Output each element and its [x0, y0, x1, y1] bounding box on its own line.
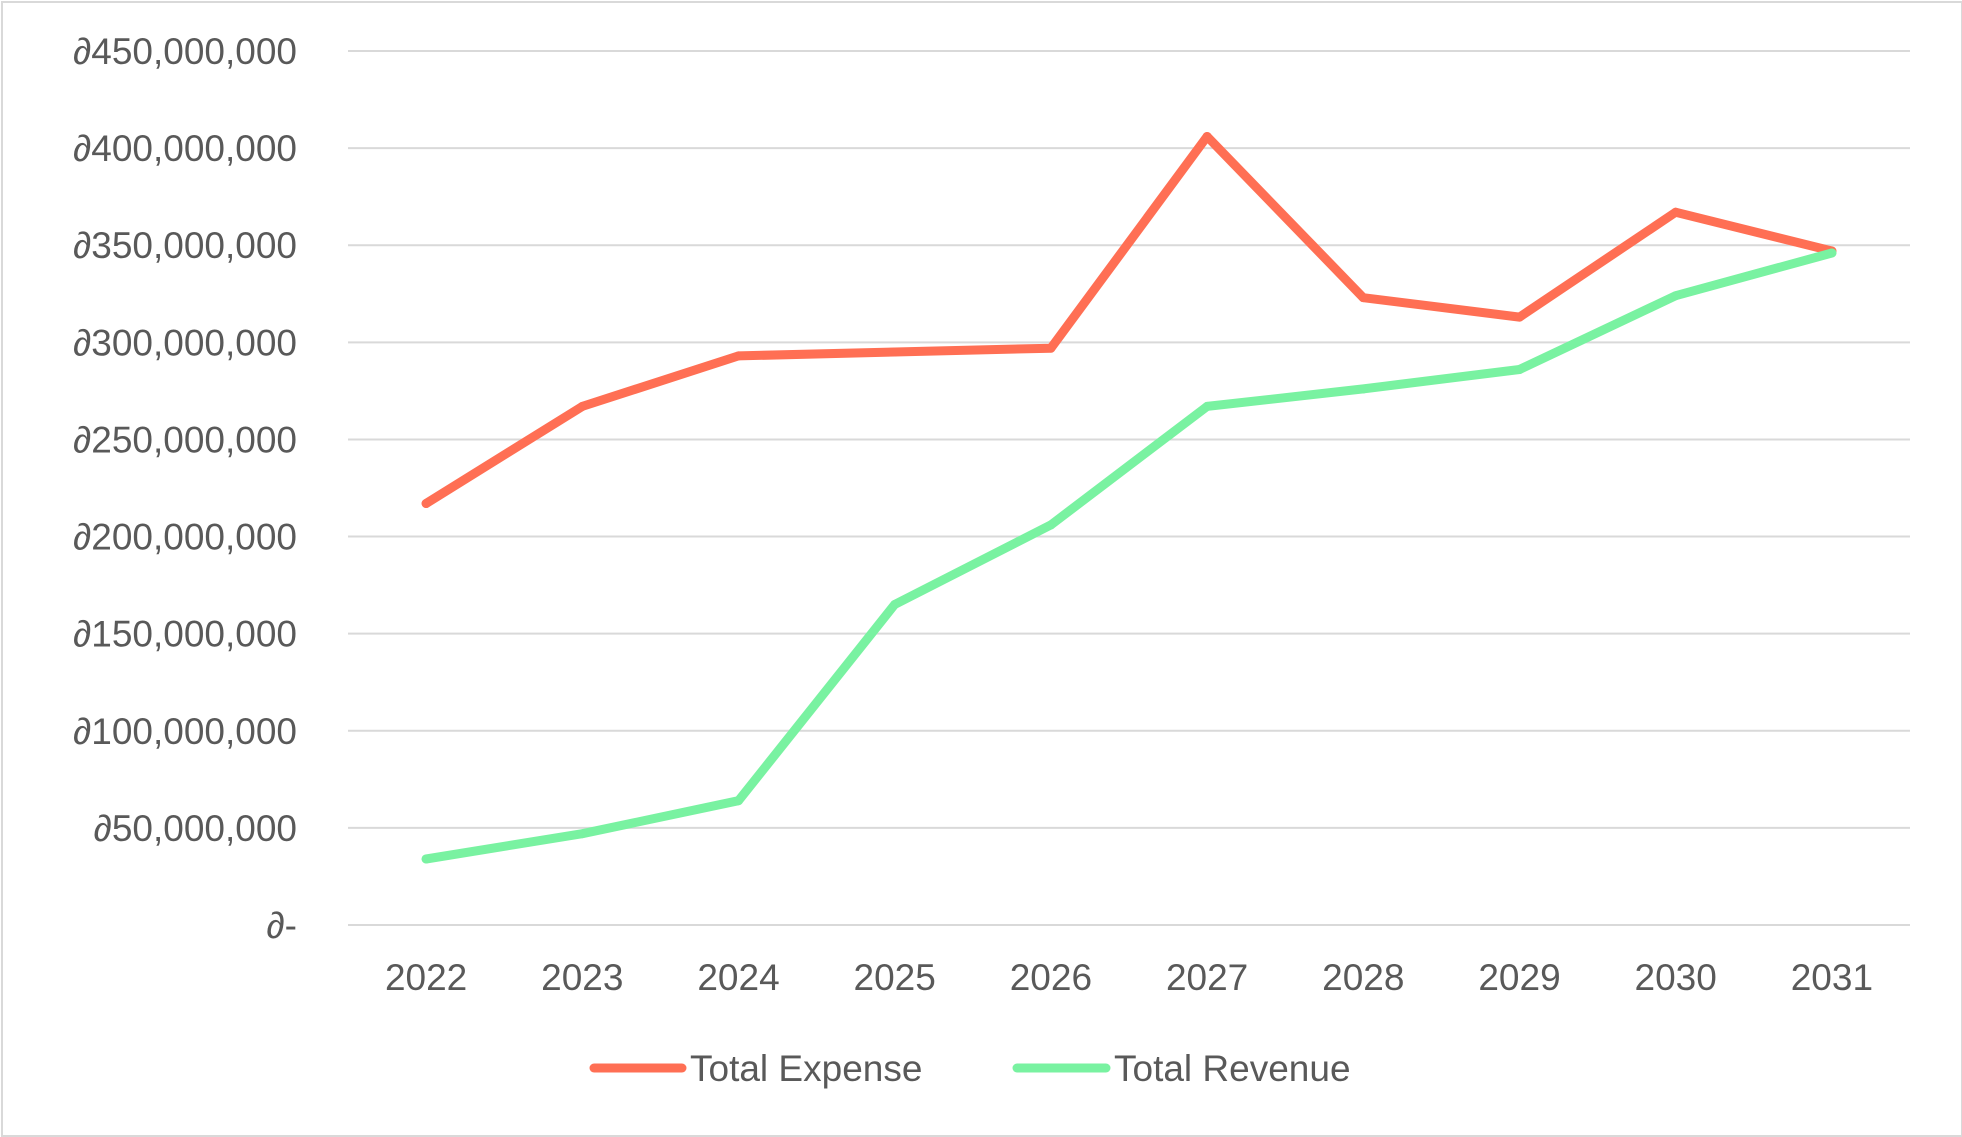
- data-point: [421, 499, 431, 509]
- y-tick-label: ∂250,000,000: [73, 419, 297, 460]
- data-point: [1671, 291, 1681, 301]
- x-tick-label: 2028: [1322, 957, 1404, 998]
- data-point: [1358, 293, 1368, 303]
- series-lines: [421, 131, 1837, 864]
- y-tick-label: ∂150,000,000: [73, 614, 297, 655]
- data-point: [1515, 312, 1524, 322]
- data-point: [577, 401, 587, 411]
- series-line-total-revenue: [421, 248, 1837, 864]
- y-tick-label: ∂400,000,000: [73, 128, 297, 169]
- x-tick-label: 2026: [1010, 957, 1092, 998]
- legend-label: Total Revenue: [1114, 1048, 1351, 1089]
- x-tick-label: 2022: [385, 957, 467, 998]
- data-point: [1202, 401, 1212, 411]
- x-tick-label: 2031: [1791, 957, 1873, 998]
- data-point: [1046, 343, 1056, 353]
- data-point: [1358, 384, 1368, 394]
- legend-label: Total Expense: [690, 1048, 922, 1089]
- legend-item: Total Expense: [589, 1048, 922, 1089]
- legend: Total Expense Total Revenue: [589, 1048, 1351, 1089]
- series-line-total-expense: [421, 132, 1837, 508]
- data-point: [1202, 131, 1212, 141]
- data-point: [734, 796, 743, 806]
- data-point: [734, 351, 743, 361]
- x-tick-label: 2023: [541, 957, 623, 998]
- x-tick-label: 2029: [1478, 957, 1560, 998]
- y-tick-label: ∂350,000,000: [73, 225, 297, 266]
- data-point: [577, 829, 587, 839]
- data-point: [421, 854, 431, 864]
- data-point: [1515, 365, 1524, 375]
- data-point: [890, 600, 900, 610]
- y-tick-label: ∂200,000,000: [73, 517, 297, 558]
- y-tick-label: ∂100,000,000: [73, 711, 297, 752]
- y-tick-label: ∂50,000,000: [94, 808, 297, 849]
- gridlines: [348, 50, 1910, 926]
- data-point: [1671, 207, 1681, 217]
- y-tick-label: ∂300,000,000: [73, 322, 297, 363]
- legend-item: Total Revenue: [1012, 1048, 1351, 1089]
- data-point: [1046, 520, 1056, 530]
- y-axis-tick-labels: ∂- ∂50,000,000 ∂100,000,000 ∂150,000,000 ∂20…: [73, 31, 297, 946]
- x-tick-label: 2030: [1635, 957, 1717, 998]
- data-point: [890, 347, 900, 357]
- x-tick-label: 2025: [854, 957, 936, 998]
- x-tick-label: 2024: [697, 957, 779, 998]
- y-tick-label: ∂-: [266, 905, 297, 946]
- x-tick-label: 2027: [1166, 957, 1248, 998]
- x-axis-tick-labels: 2022 2023 2024 2025 2026 2027 2028 2029 2030 2031: [385, 957, 1873, 998]
- data-point: [1827, 248, 1837, 258]
- y-tick-label: ∂450,000,000: [73, 31, 297, 72]
